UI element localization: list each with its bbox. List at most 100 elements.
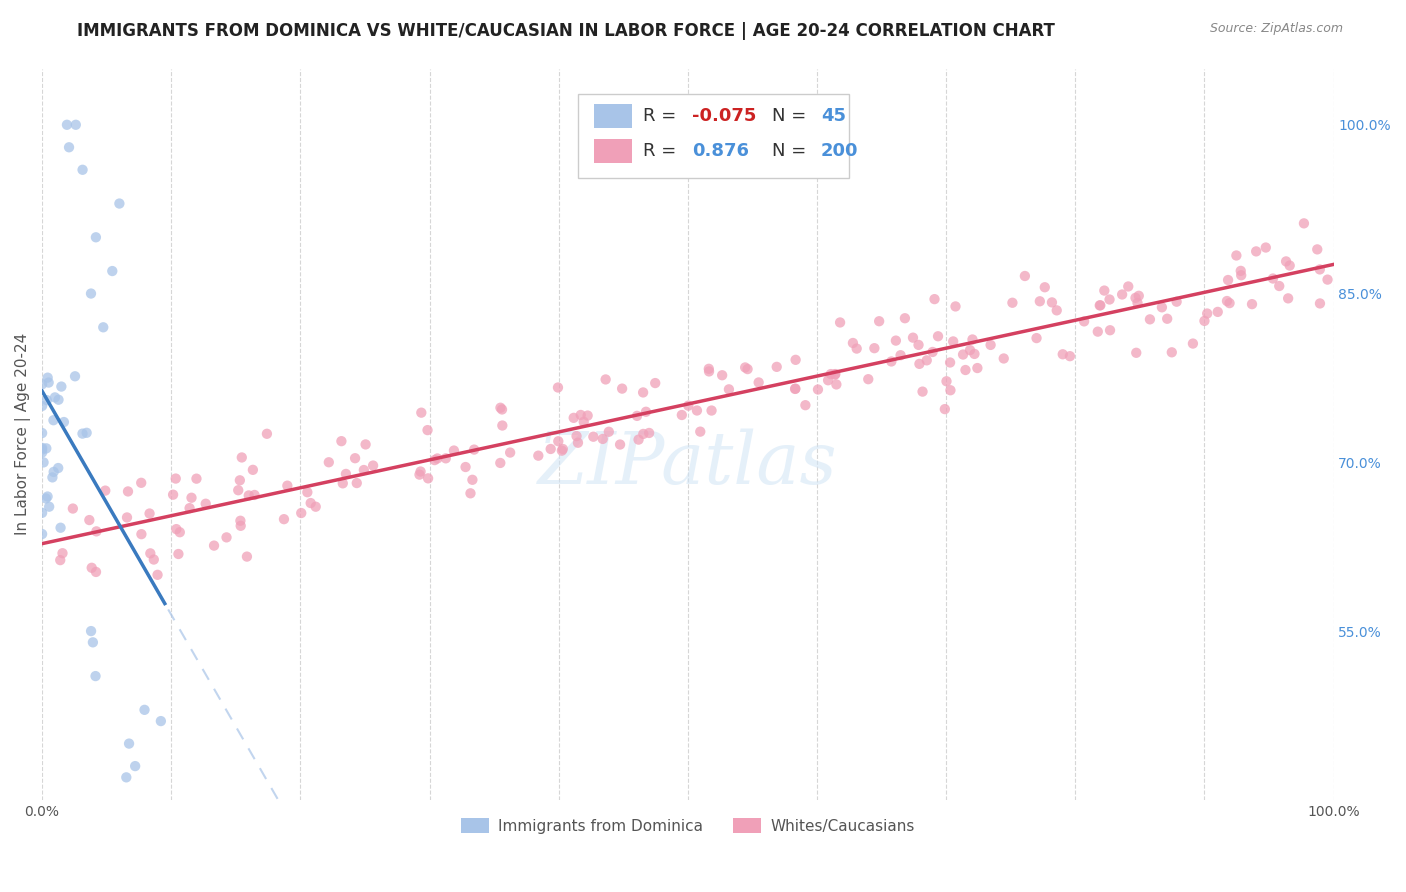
Text: R =: R = — [643, 107, 682, 125]
Point — [460, 486, 482, 500]
Point — [353, 463, 375, 477]
Point — [908, 357, 931, 371]
Point — [820, 367, 842, 381]
Point — [890, 348, 912, 362]
Point — [894, 311, 917, 326]
Point — [907, 338, 929, 352]
Point — [1139, 312, 1161, 326]
Point — [962, 333, 984, 347]
Point — [1216, 293, 1239, 308]
Point — [845, 342, 868, 356]
Point — [1046, 303, 1069, 318]
Point — [924, 292, 946, 306]
Point — [299, 496, 322, 510]
Point — [1225, 248, 1247, 262]
Point — [231, 450, 253, 465]
Point — [1098, 323, 1121, 337]
Point — [38, 376, 60, 390]
Point — [49, 521, 72, 535]
Point — [37, 490, 59, 504]
Point — [423, 453, 446, 467]
Text: -0.075: -0.075 — [692, 107, 756, 125]
Point — [142, 552, 165, 566]
Point — [42, 413, 65, 427]
Point — [1181, 336, 1204, 351]
Point — [202, 539, 225, 553]
Point — [491, 402, 513, 417]
FancyBboxPatch shape — [578, 95, 849, 178]
Point — [335, 467, 357, 481]
Point — [1098, 293, 1121, 307]
Point — [1197, 306, 1219, 320]
Text: 45: 45 — [821, 107, 846, 125]
Point — [1240, 297, 1263, 311]
Point — [598, 425, 620, 439]
Point — [409, 465, 432, 479]
Point — [527, 449, 550, 463]
Point — [86, 524, 108, 539]
Point — [582, 430, 605, 444]
Point — [1128, 289, 1150, 303]
Point — [51, 379, 73, 393]
Point — [443, 443, 465, 458]
Text: Source: ZipAtlas.com: Source: ZipAtlas.com — [1209, 22, 1343, 36]
Point — [94, 483, 117, 498]
Point — [952, 347, 974, 361]
Point — [131, 527, 153, 541]
Point — [711, 368, 734, 383]
Point — [101, 264, 124, 278]
Point — [863, 341, 886, 355]
Point — [921, 345, 943, 359]
Point — [35, 393, 58, 408]
Point — [1014, 268, 1036, 283]
Point — [330, 434, 353, 449]
Point — [748, 376, 770, 390]
Point — [631, 385, 654, 400]
Point — [62, 501, 84, 516]
Point — [416, 471, 439, 485]
Point — [551, 443, 574, 458]
Point — [256, 426, 278, 441]
Point — [35, 491, 58, 506]
Point — [880, 354, 903, 368]
Point — [1166, 294, 1188, 309]
Point — [226, 483, 249, 498]
Point — [868, 314, 890, 328]
Point — [129, 475, 152, 490]
Point — [229, 473, 252, 487]
Point — [1033, 280, 1056, 294]
Point — [52, 415, 75, 429]
Point — [1040, 295, 1063, 310]
Point — [82, 635, 104, 649]
Point — [1230, 268, 1253, 283]
Point — [32, 455, 55, 469]
Point — [238, 488, 260, 502]
Point — [1194, 314, 1216, 328]
Point — [1309, 262, 1331, 277]
Text: R =: R = — [643, 142, 682, 161]
Point — [842, 336, 865, 351]
Point — [56, 118, 79, 132]
Point — [194, 497, 217, 511]
Point — [1216, 273, 1239, 287]
Point — [354, 437, 377, 451]
Point — [1125, 346, 1147, 360]
Point — [1092, 284, 1115, 298]
Point — [934, 402, 956, 417]
Point — [31, 442, 53, 457]
Point — [162, 488, 184, 502]
Point — [1001, 295, 1024, 310]
Point — [935, 374, 957, 388]
Point — [884, 334, 907, 348]
Point — [31, 445, 53, 459]
Point — [955, 363, 977, 377]
Point — [966, 361, 988, 376]
Point — [700, 403, 723, 417]
Point — [134, 703, 156, 717]
Point — [76, 425, 98, 440]
Point — [1244, 244, 1267, 259]
Point — [551, 442, 574, 456]
Point — [1116, 279, 1139, 293]
Point — [297, 485, 319, 500]
Point — [569, 408, 592, 422]
